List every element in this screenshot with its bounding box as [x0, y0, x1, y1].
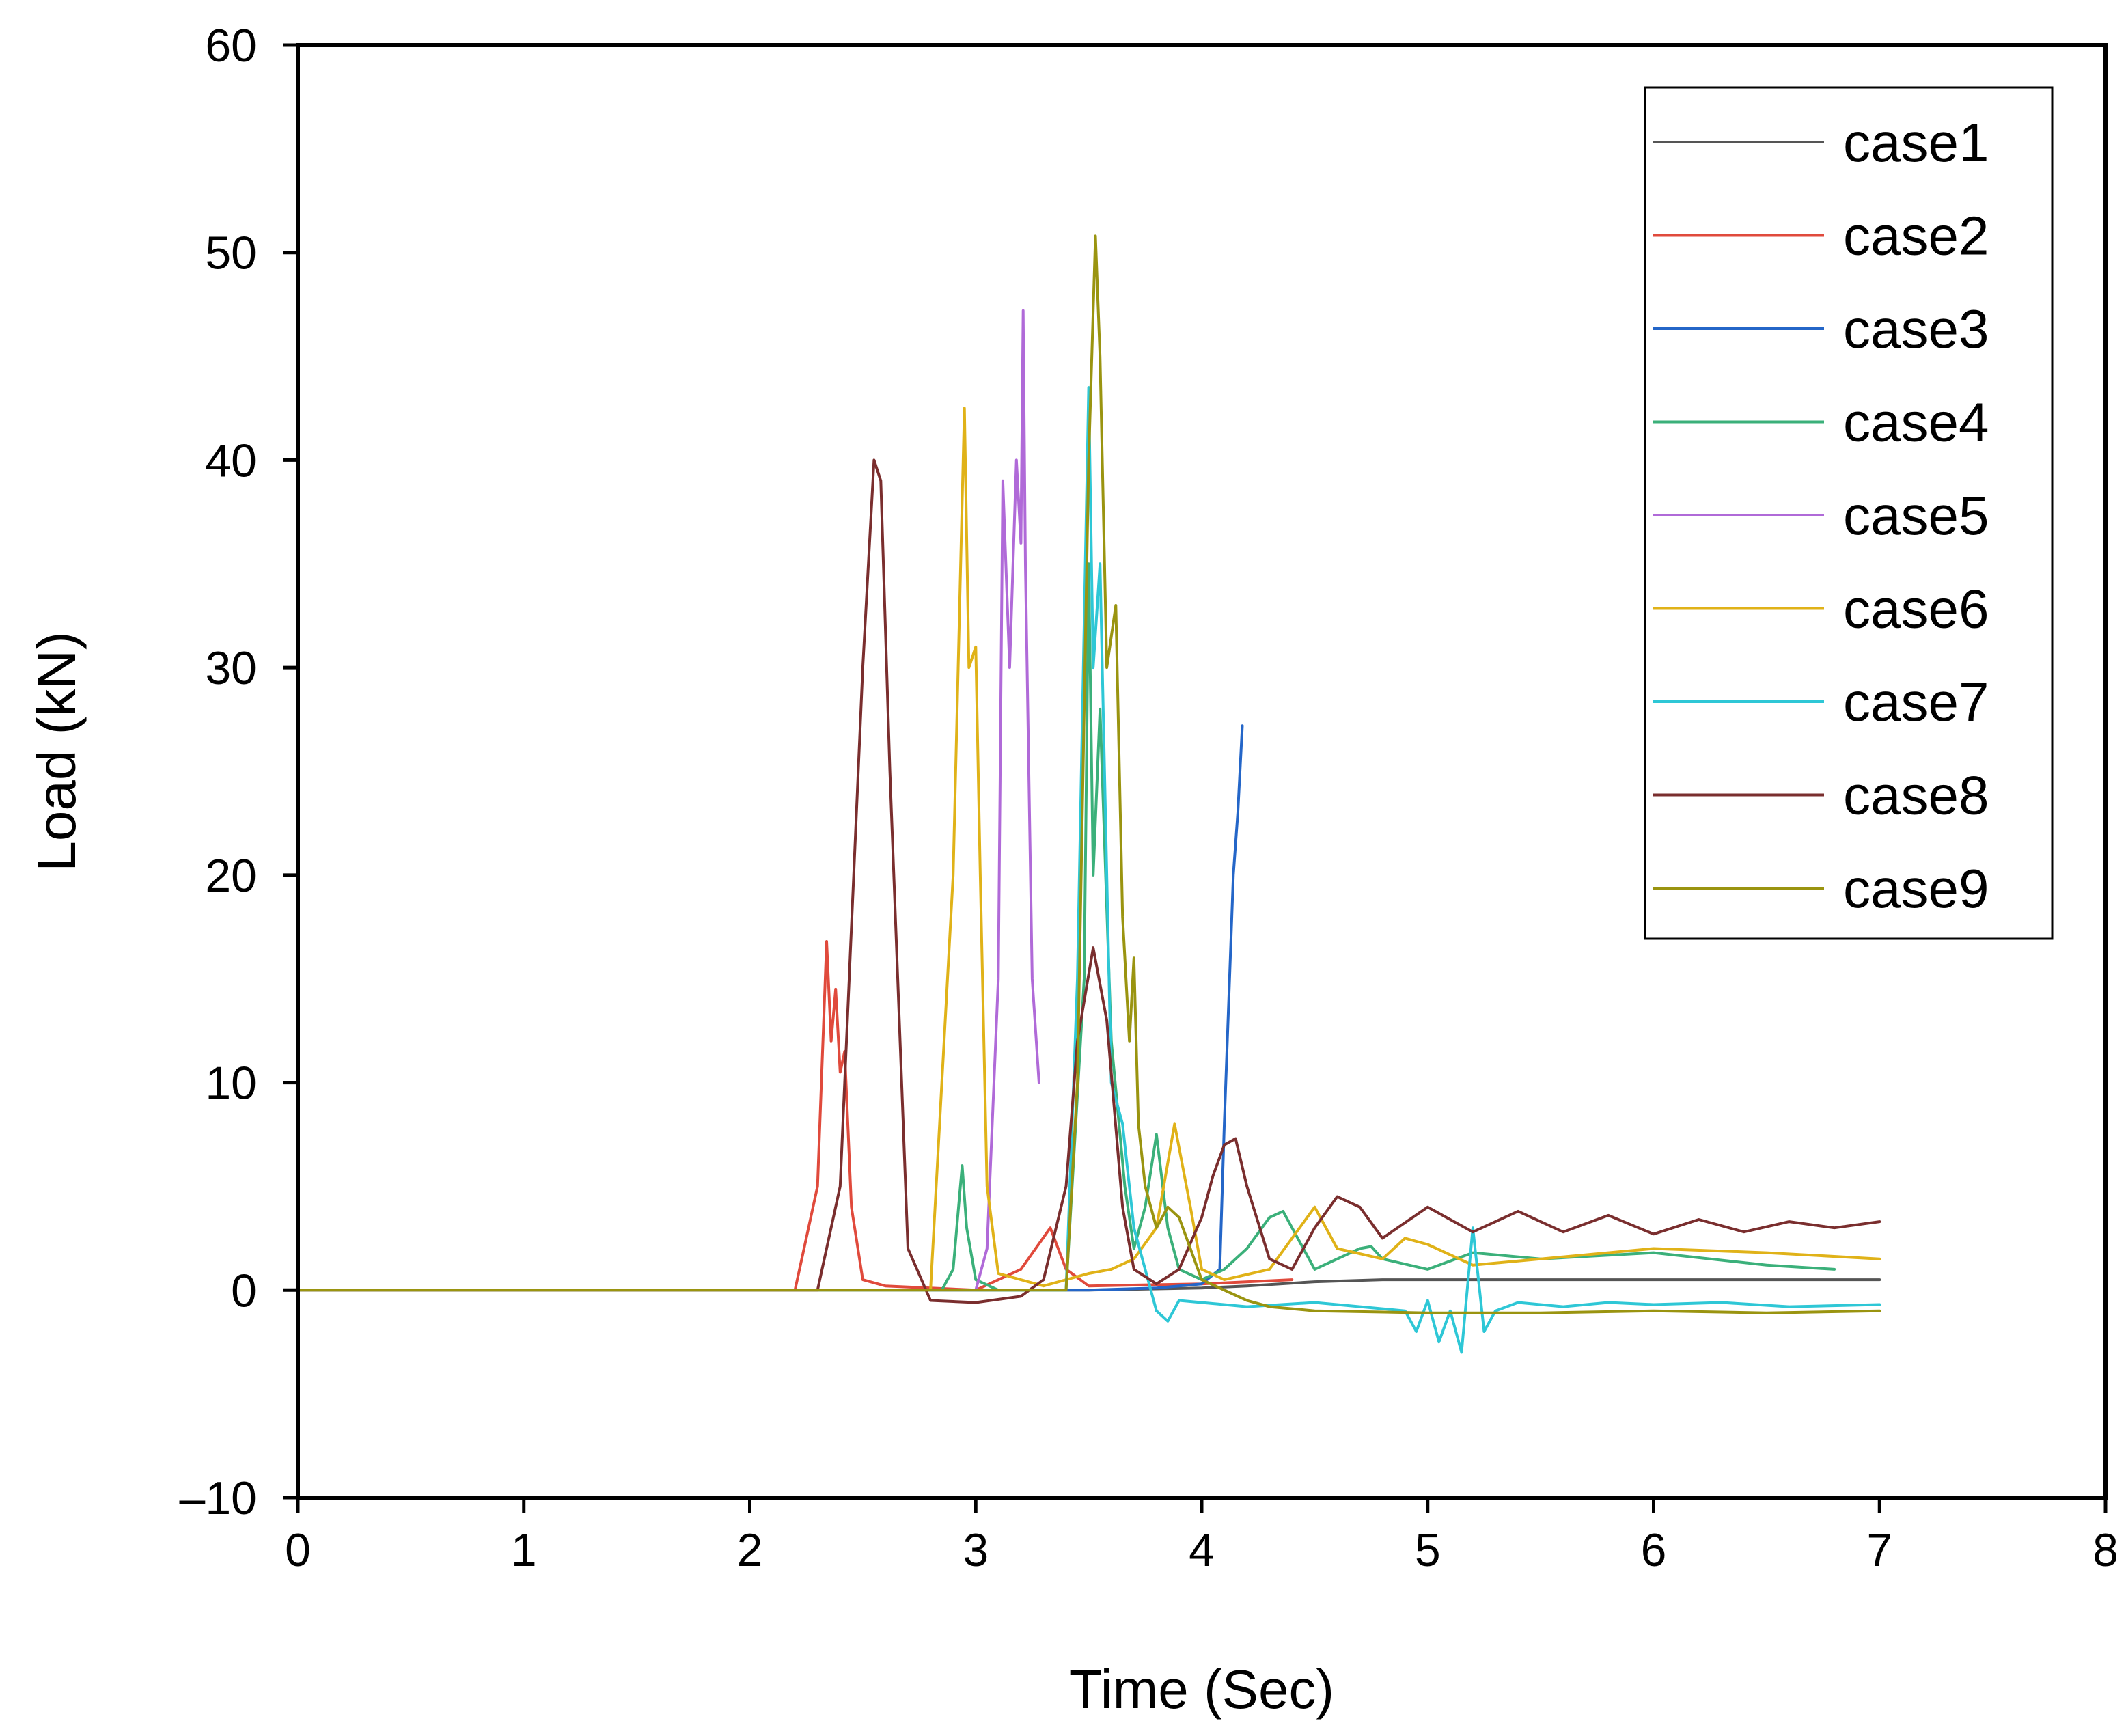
legend-label-case3: case3 — [1843, 299, 1989, 359]
legend-box — [1644, 86, 2054, 940]
y-axis: –10 0 10 20 30 40 50 60 — [180, 20, 298, 1524]
y-tick-label: 20 — [205, 850, 257, 902]
series-line-case4 — [296, 562, 1836, 1292]
x-tick-label: 1 — [511, 1524, 537, 1576]
y-axis-title: Load (kN) — [26, 631, 87, 871]
y-tick-label: 50 — [205, 228, 257, 279]
x-tick-label: 2 — [737, 1524, 763, 1576]
legend-label-case9: case9 — [1843, 858, 1989, 919]
legend-label-case7: case7 — [1843, 672, 1989, 732]
x-tick-label: 5 — [1415, 1524, 1441, 1576]
x-tick-label: 7 — [1866, 1524, 1892, 1576]
x-tick-label: 0 — [285, 1524, 311, 1576]
y-tick-label: 30 — [205, 642, 257, 694]
series-layer — [296, 234, 1881, 1354]
y-tick-label: 0 — [231, 1265, 257, 1317]
x-tick-label: 4 — [1189, 1524, 1215, 1576]
legend-label-case5: case5 — [1843, 485, 1989, 546]
y-tick-label: 40 — [205, 435, 257, 486]
legend: case1 case2 case3 case4 case5 case6 case7 case8… — [1644, 86, 2054, 940]
legend-label-case8: case8 — [1843, 765, 1989, 826]
series-line-case8 — [296, 458, 1881, 1304]
y-tick-label: 10 — [205, 1058, 257, 1110]
series-line-case2 — [296, 940, 1294, 1292]
y-tick-label: 60 — [205, 20, 257, 72]
legend-label-case6: case6 — [1843, 579, 1989, 639]
y-tick-label: –10 — [180, 1472, 257, 1524]
x-tick-label: 8 — [2093, 1524, 2118, 1576]
x-tick-label: 6 — [1641, 1524, 1667, 1576]
legend-label-case4: case4 — [1843, 392, 1989, 453]
x-axis-title: Time (Sec) — [1069, 1659, 1334, 1720]
series-line-case7 — [296, 386, 1881, 1354]
series-line-case6 — [296, 407, 1881, 1292]
legend-label-case2: case2 — [1843, 206, 1989, 266]
series-line-case9 — [296, 234, 1881, 1314]
x-axis: 0 1 2 3 4 5 6 7 8 — [285, 1498, 2118, 1576]
legend-label-case1: case1 — [1843, 112, 1989, 173]
x-tick-label: 3 — [963, 1524, 989, 1576]
